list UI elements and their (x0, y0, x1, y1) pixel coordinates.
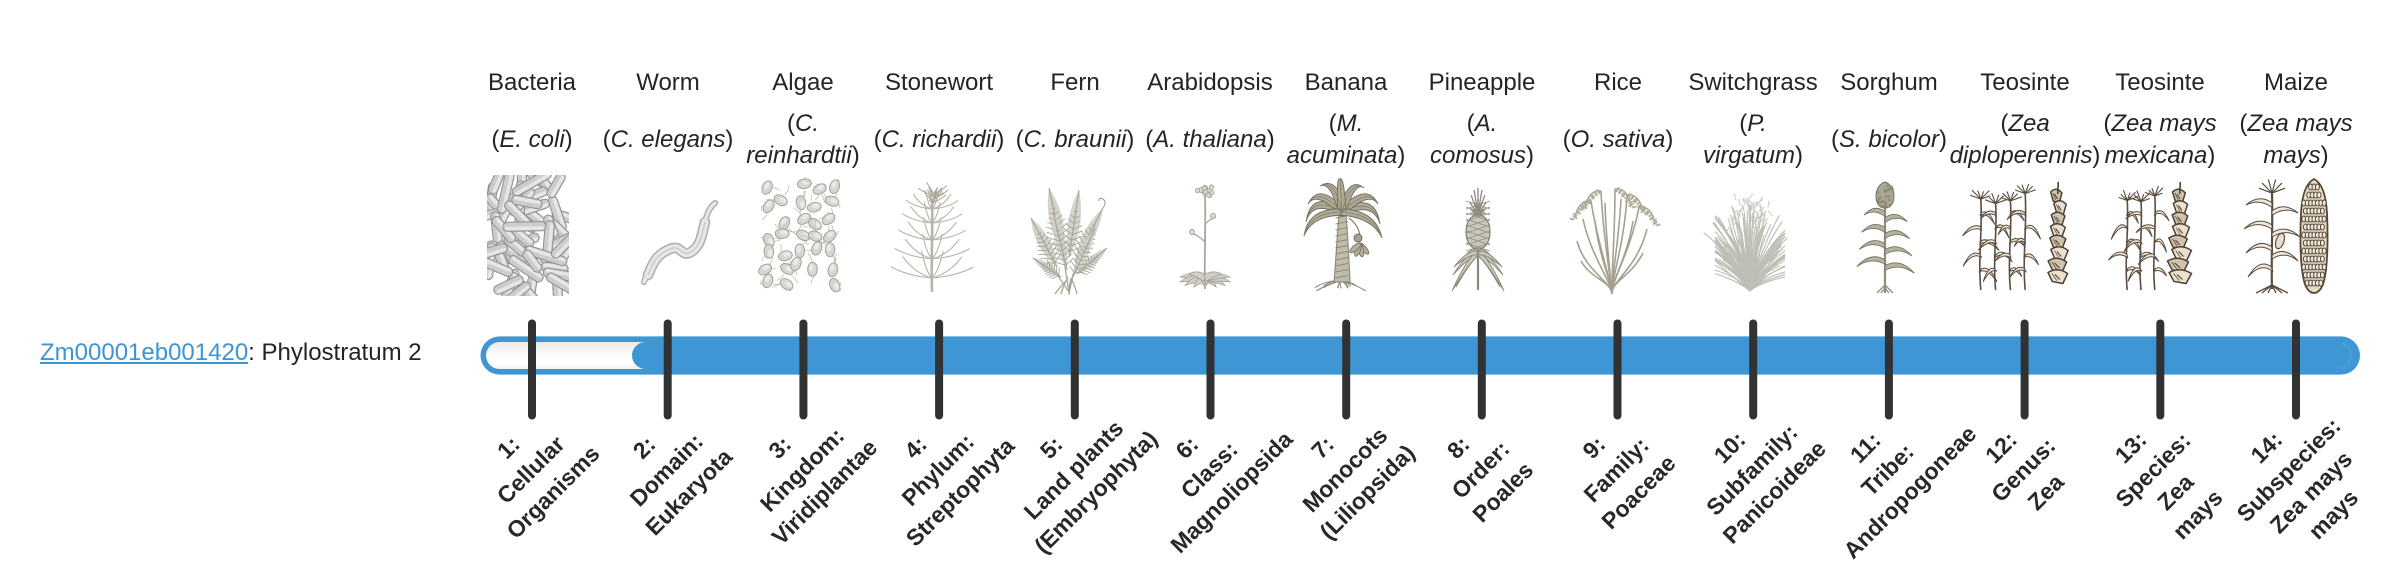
svg-text:5:: 5: (1035, 431, 1068, 464)
svg-text:2:: 2: (628, 431, 661, 464)
svg-text:7:: 7: (1306, 431, 1339, 464)
svg-text:3:: 3: (763, 431, 796, 464)
svg-text:8:: 8: (1442, 431, 1475, 464)
svg-text:9:: 9: (1577, 431, 1610, 464)
svg-text:4:: 4: (899, 431, 932, 464)
svg-text:6:: 6: (1170, 431, 1203, 464)
svg-text:1:: 1: (492, 431, 525, 464)
